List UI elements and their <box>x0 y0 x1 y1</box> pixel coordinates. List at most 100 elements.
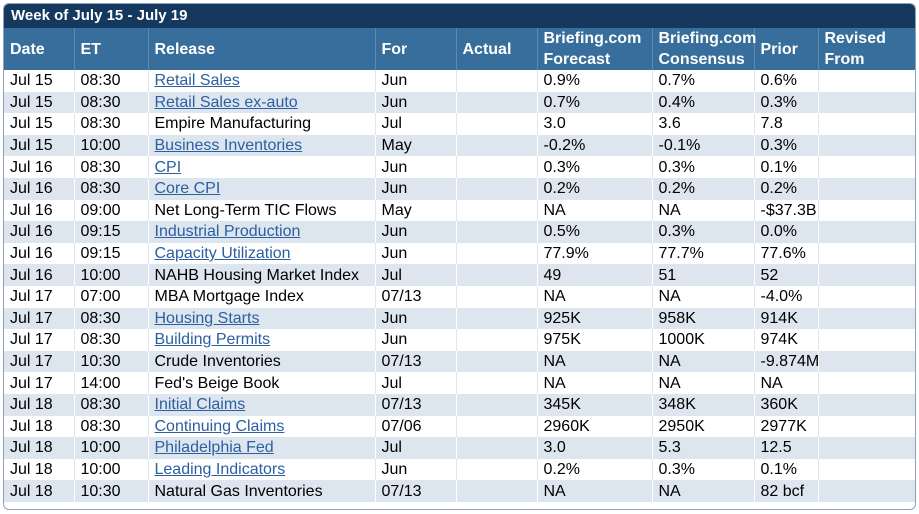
cell-et: 10:30 <box>74 480 149 502</box>
cell-for: Jul <box>375 264 457 286</box>
cell-prior: 82 bcf <box>754 480 819 502</box>
table-row: Jul 16 09:15 Industrial Production Jun 0.5% 0… <box>4 221 915 243</box>
cell-date: Jul 18 <box>4 393 75 416</box>
cell-forecast: NA <box>537 199 653 222</box>
cell-date: Jul 16 <box>4 242 75 265</box>
cell-prior: -$37.3B <box>754 199 819 222</box>
header-revised-line2: From <box>824 51 865 68</box>
cell-actual <box>456 458 538 481</box>
cell-prior: 7.8 <box>754 113 819 135</box>
cell-actual <box>456 350 538 373</box>
header-actual: Actual <box>456 28 538 70</box>
cell-prior: 0.2% <box>754 177 819 200</box>
cell-actual <box>456 329 538 351</box>
release-link[interactable]: Retail Sales ex-auto <box>154 93 298 111</box>
cell-revised-from <box>818 156 915 178</box>
cell-for: Jun <box>375 91 457 114</box>
cell-forecast: 925K <box>537 307 653 330</box>
cell-forecast: 975K <box>537 329 653 351</box>
cell-prior: 0.3% <box>754 91 819 114</box>
cell-release: Continuing Claims <box>148 415 376 438</box>
cell-revised-from <box>818 329 915 351</box>
cell-consensus: 0.3% <box>652 221 755 243</box>
table-row: Jul 16 09:15 Capacity Utilization Jun 77.9% 7… <box>4 242 915 265</box>
cell-revised-from <box>818 113 915 135</box>
cell-release: Initial Claims <box>148 393 376 416</box>
cell-consensus: 51 <box>652 264 755 286</box>
cell-revised-from <box>818 199 915 222</box>
release-link[interactable]: CPI <box>154 158 182 176</box>
header-revised-line1: Revised <box>824 30 886 47</box>
header-forecast: Briefing.com Forecast <box>537 28 653 70</box>
cell-date: Jul 16 <box>4 199 75 222</box>
cell-actual <box>456 480 538 502</box>
cell-forecast: -0.2% <box>537 134 653 157</box>
release-link[interactable]: Philadelphia Fed <box>154 439 274 457</box>
cell-date: Jul 18 <box>4 415 75 438</box>
cell-prior: 52 <box>754 264 819 286</box>
cell-et: 10:00 <box>74 264 149 286</box>
release-link[interactable]: Retail Sales <box>154 72 240 90</box>
cell-forecast: NA <box>537 372 653 394</box>
cell-release: NAHB Housing Market Index <box>148 264 376 286</box>
cell-for: 07/13 <box>375 285 457 308</box>
cell-et: 07:00 <box>74 285 149 308</box>
cell-prior: 0.1% <box>754 156 819 178</box>
cell-release: Fed's Beige Book <box>148 372 376 394</box>
cell-release: Natural Gas Inventories <box>148 480 376 502</box>
cell-et: 08:30 <box>74 393 149 416</box>
cell-revised-from <box>818 70 915 92</box>
cell-et: 09:00 <box>74 199 149 222</box>
release-link[interactable]: Housing Starts <box>154 309 260 327</box>
cell-revised-from <box>818 415 915 438</box>
release-link[interactable]: Capacity Utilization <box>154 245 291 263</box>
cell-actual <box>456 156 538 178</box>
cell-actual <box>456 134 538 157</box>
release-link[interactable]: Initial Claims <box>154 396 246 414</box>
cell-consensus: NA <box>652 372 755 394</box>
header-revised-from: Revised From <box>818 28 915 70</box>
cell-date: Jul 15 <box>4 70 75 92</box>
cell-date: Jul 17 <box>4 329 75 351</box>
cell-et: 10:30 <box>74 350 149 373</box>
cell-for: Jun <box>375 177 457 200</box>
cell-release: Net Long-Term TIC Flows <box>148 199 376 222</box>
table-row: Jul 18 08:30 Continuing Claims 07/06 2960K 29… <box>4 415 915 438</box>
cell-date: Jul 16 <box>4 156 75 178</box>
release-link[interactable]: Leading Indicators <box>154 460 286 478</box>
cell-forecast: NA <box>537 480 653 502</box>
cell-et: 10:00 <box>74 458 149 481</box>
cell-actual <box>456 393 538 416</box>
cell-revised-from <box>818 91 915 114</box>
cell-consensus: 348K <box>652 393 755 416</box>
cell-actual <box>456 91 538 114</box>
cell-forecast: 345K <box>537 393 653 416</box>
header-consensus-line2: Consensus <box>658 51 745 68</box>
cell-date: Jul 15 <box>4 113 75 135</box>
cell-prior: -9.874M <box>754 350 819 373</box>
release-link[interactable]: Continuing Claims <box>154 417 285 435</box>
release-link[interactable]: Building Permits <box>154 331 271 349</box>
cell-revised-from <box>818 177 915 200</box>
cell-actual <box>456 177 538 200</box>
cell-prior: NA <box>754 372 819 394</box>
cell-et: 08:30 <box>74 156 149 178</box>
release-link[interactable]: Industrial Production <box>154 223 301 241</box>
cell-et: 09:15 <box>74 242 149 265</box>
cell-date: Jul 17 <box>4 372 75 394</box>
release-link[interactable]: Business Inventories <box>154 137 303 155</box>
cell-forecast: 0.3% <box>537 156 653 178</box>
cell-revised-from <box>818 437 915 459</box>
release-link[interactable]: Core CPI <box>154 180 221 198</box>
cell-for: Jun <box>375 329 457 351</box>
cell-prior: 974K <box>754 329 819 351</box>
cell-et: 09:15 <box>74 221 149 243</box>
cell-for: Jul <box>375 437 457 459</box>
cell-consensus: NA <box>652 199 755 222</box>
cell-actual <box>456 221 538 243</box>
cell-for: 07/13 <box>375 350 457 373</box>
table-row: Jul 17 14:00 Fed's Beige Book Jul NA NA NA <box>4 372 915 394</box>
table-row: Jul 16 10:00 NAHB Housing Market Index Jul 4… <box>4 264 915 286</box>
cell-date: Jul 16 <box>4 264 75 286</box>
table-row: Jul 18 10:30 Natural Gas Inventories 07/13 N… <box>4 480 915 502</box>
